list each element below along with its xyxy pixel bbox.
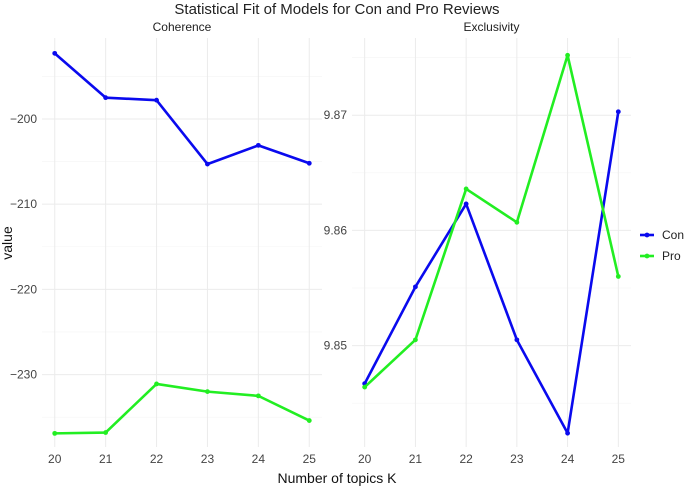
x-tick-label: 22 — [150, 452, 164, 466]
x-tick-label: 21 — [409, 452, 423, 466]
x-tick-label: 24 — [561, 452, 575, 466]
series-line-con — [363, 111, 620, 435]
x-tick-label: 23 — [510, 452, 524, 466]
panel-exclusivity: Exclusivity 9.85 9.86 9.87 20 21 22 23 24 25 — [324, 20, 631, 466]
legend-key-point — [644, 253, 650, 259]
data-point-con — [463, 201, 469, 207]
x-tick-label: 22 — [459, 452, 473, 466]
data-point-con — [306, 160, 312, 166]
panel-strip-label: Exclusivity — [463, 20, 519, 34]
panel-coherence: Coherence −200 −210 −220 −230 20 21 22 23 24 25 — [10, 20, 322, 466]
y-tick-label: −230 — [10, 368, 37, 382]
data-point-con — [413, 284, 418, 290]
legend-key-point — [644, 232, 650, 238]
y-tick-label: −220 — [10, 282, 37, 296]
data-point-con — [103, 95, 109, 101]
y-tick-label: −200 — [10, 112, 37, 126]
series-line-pro — [363, 53, 620, 389]
data-point-pro — [615, 274, 621, 279]
data-point-pro — [306, 418, 312, 423]
data-point-pro — [205, 389, 210, 395]
data-point-pro — [154, 381, 159, 387]
series-line-con — [53, 52, 310, 166]
data-point-con — [205, 161, 210, 167]
data-point-pro — [514, 219, 520, 225]
legend-label-con: Con — [662, 228, 684, 242]
data-point-pro — [103, 430, 109, 435]
data-point-con — [615, 109, 621, 115]
y-axis-label: value — [0, 226, 15, 260]
data-point-con — [565, 430, 570, 436]
data-point-pro — [362, 384, 368, 390]
x-tick-label: 25 — [612, 452, 626, 466]
x-tick-label: 25 — [303, 452, 317, 466]
x-tick-label: 24 — [252, 452, 266, 466]
chart-title: Statistical Fit of Models for Con and Pr… — [174, 1, 499, 18]
x-tick-label: 23 — [201, 452, 215, 466]
data-point-con — [154, 97, 159, 103]
legend: Con Pro — [640, 228, 684, 263]
data-point-pro — [52, 430, 58, 436]
x-axis-label: Number of topics K — [277, 470, 397, 486]
y-tick-label: 9.86 — [324, 223, 348, 237]
data-point-pro — [413, 337, 418, 343]
y-tick-label: 9.87 — [324, 108, 348, 122]
y-tick-label: −210 — [10, 197, 37, 211]
data-point-con — [255, 142, 261, 148]
series-line-pro — [54, 382, 310, 435]
data-point-pro — [463, 186, 469, 192]
data-point-con — [514, 337, 520, 343]
y-tick-label: 9.85 — [324, 339, 348, 353]
legend-label-pro: Pro — [662, 249, 681, 263]
x-tick-label: 20 — [48, 452, 62, 466]
data-point-pro — [255, 393, 261, 399]
data-point-con — [52, 50, 58, 56]
data-point-pro — [565, 52, 570, 58]
x-tick-label: 21 — [99, 452, 113, 466]
x-tick-label: 20 — [358, 452, 372, 466]
panel-strip-label: Coherence — [153, 20, 212, 34]
